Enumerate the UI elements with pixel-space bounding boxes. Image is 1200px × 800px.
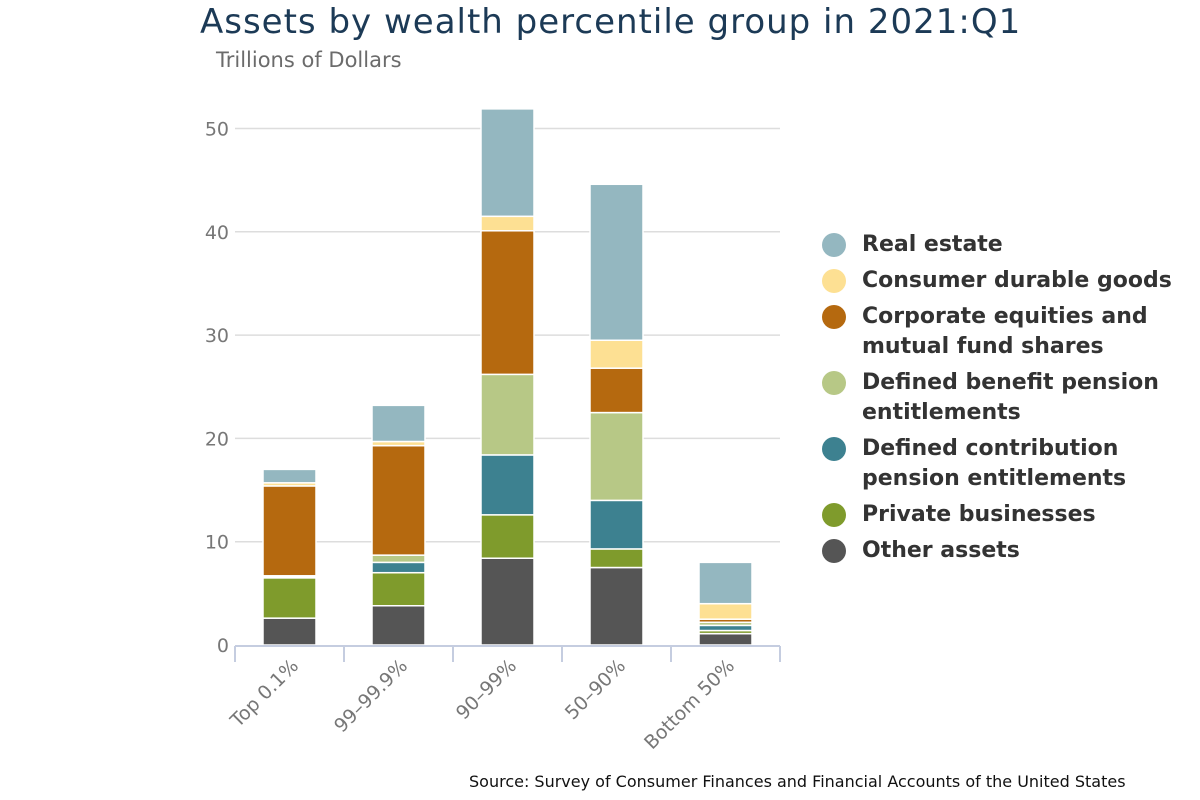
legend-label: Defined benefit pension entitlements [862, 370, 1159, 425]
bar-segment[interactable] [371, 444, 426, 556]
legend-item[interactable]: Other assets [822, 536, 1192, 566]
bar-segment[interactable] [589, 548, 644, 569]
bar-segment[interactable] [480, 454, 535, 516]
chart-source: Source: Survey of Consumer Finances and … [469, 772, 1126, 791]
y-tick-label: 40 [205, 222, 229, 244]
legend-swatch [822, 437, 846, 461]
bar-segment[interactable] [371, 561, 426, 574]
y-axis-ticks: 0 10 20 30 40 50 [205, 119, 229, 658]
bar-segment[interactable] [371, 404, 426, 443]
bars [262, 108, 753, 646]
legend-label: Corporate equities and mutual fund shares [862, 304, 1148, 359]
bar-segment[interactable] [480, 514, 535, 559]
bar-segment[interactable] [371, 571, 426, 607]
x-tick-label: Top 0.1% [226, 655, 303, 732]
bar-segment[interactable] [262, 617, 317, 646]
legend-swatch [822, 269, 846, 293]
chart-subtitle: Trillions of Dollars [216, 48, 402, 72]
x-tick-label: Bottom 50% [640, 655, 739, 754]
legend-swatch [822, 371, 846, 395]
bar-segment[interactable] [480, 108, 535, 218]
bar-segment[interactable] [589, 367, 644, 414]
legend-item[interactable]: Real estate [822, 230, 1192, 260]
bar-segment[interactable] [371, 554, 426, 564]
bar-segment[interactable] [480, 373, 535, 456]
legend-label: Real estate [862, 232, 1003, 257]
legend-label: Other assets [862, 538, 1020, 563]
chart-title: Assets by wealth percentile group in 202… [200, 2, 1022, 42]
legend-item[interactable]: Defined benefit pension entitlements [822, 368, 1192, 428]
y-tick-label: 30 [205, 325, 229, 347]
legend-item[interactable]: Consumer durable goods [822, 266, 1192, 296]
bar-segment[interactable] [371, 604, 426, 646]
bar-segment[interactable] [698, 632, 753, 646]
legend-swatch [822, 503, 846, 527]
legend-label: Consumer durable goods [862, 268, 1172, 293]
legend-item[interactable]: Defined contribution pension entitlements [822, 434, 1192, 494]
x-tick-label: 99–99.9% [330, 655, 412, 737]
bar-segment[interactable] [698, 624, 753, 632]
bar-segment[interactable] [480, 557, 535, 646]
legend-item[interactable]: Private businesses [822, 500, 1192, 530]
x-axis: Top 0.1% 99–99.9% 90–99% 50–90% Bottom 50% [226, 645, 781, 754]
chart-plot: 0 10 20 30 40 50 Top 0.1% 99–99.9% 90–99% 50–90%… [205, 108, 781, 754]
y-tick-label: 0 [217, 635, 229, 657]
legend-label: Private businesses [862, 502, 1096, 527]
legend-swatch [822, 539, 846, 563]
y-tick-label: 50 [205, 119, 229, 141]
bar-segment[interactable] [589, 411, 644, 502]
bar-segment[interactable] [589, 339, 644, 369]
bar-segment[interactable] [589, 566, 644, 646]
legend-item[interactable]: Corporate equities and mutual fund shares [822, 302, 1192, 362]
bar-segment[interactable] [480, 230, 535, 376]
bar-segment[interactable] [589, 499, 644, 550]
y-tick-label: 10 [205, 532, 229, 554]
bar-segment[interactable] [589, 183, 644, 342]
bar-segment[interactable] [262, 485, 317, 577]
x-tick-label: 50–90% [561, 655, 630, 724]
bar-segment[interactable] [262, 577, 317, 619]
legend-swatch [822, 233, 846, 257]
bar-segment[interactable] [698, 602, 753, 620]
y-tick-label: 20 [205, 428, 229, 450]
legend: Real estate Consumer durable goods Corpora… [822, 230, 1192, 572]
bar-segment[interactable] [698, 561, 753, 605]
x-tick-label: 90–99% [452, 655, 521, 724]
legend-label: Defined contribution pension entitlements [862, 436, 1127, 491]
legend-swatch [822, 305, 846, 329]
bar-segment[interactable] [262, 468, 317, 484]
bar-segment[interactable] [480, 215, 535, 232]
